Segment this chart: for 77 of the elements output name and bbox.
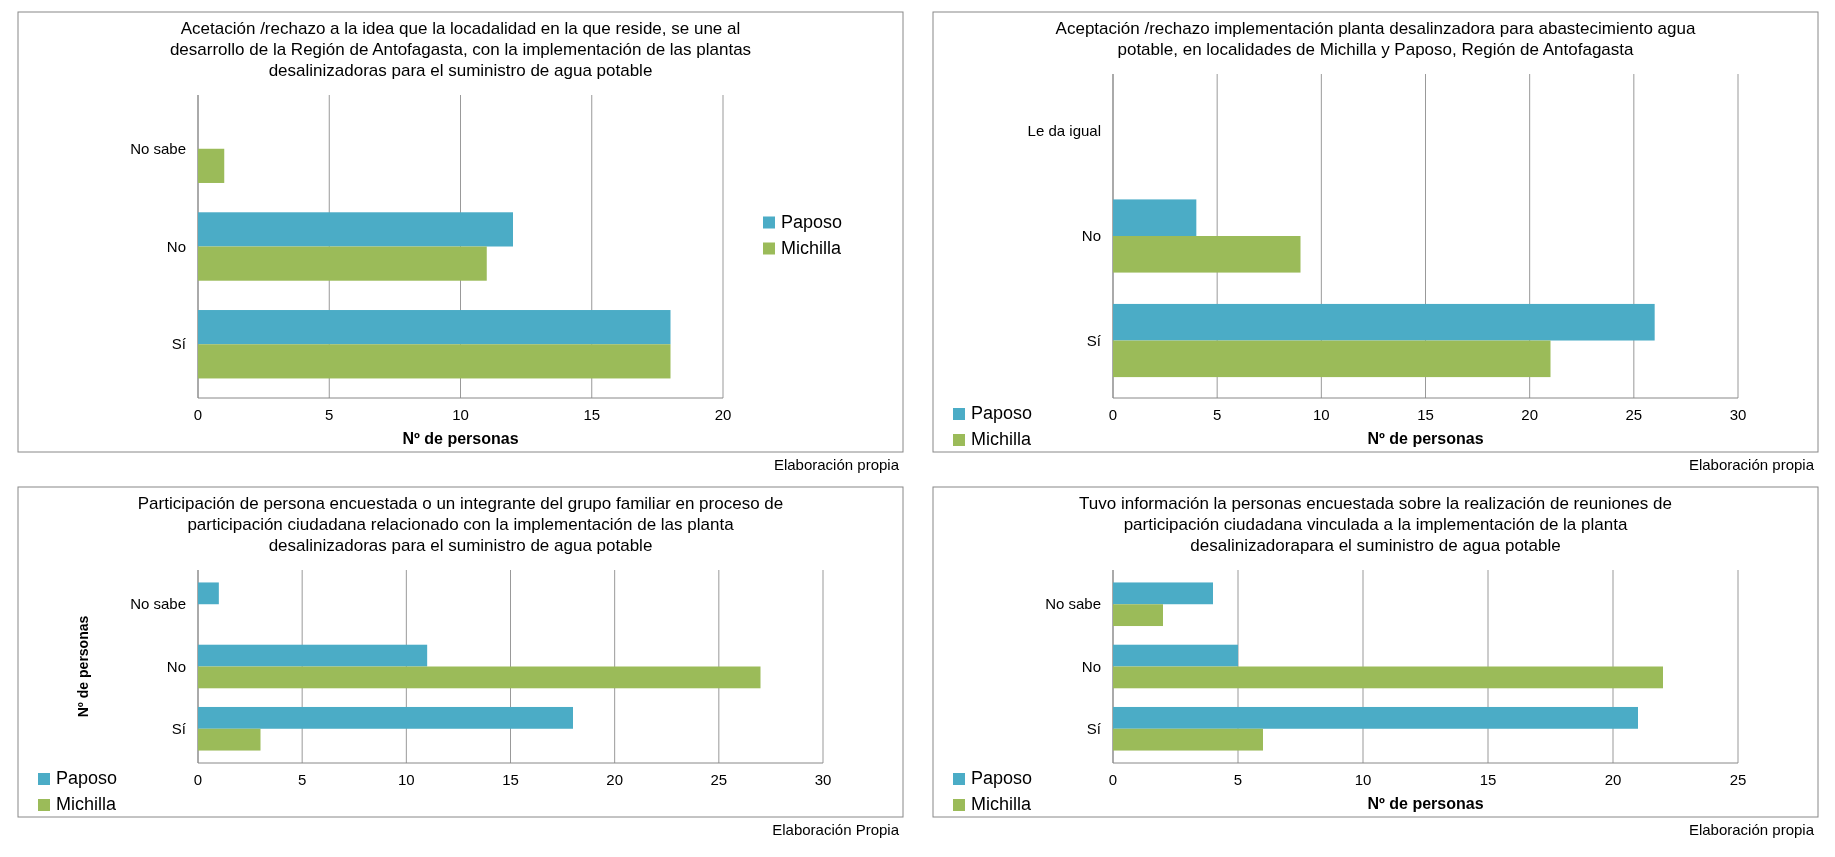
legend-label: Michilla (56, 794, 117, 814)
bar (1113, 303, 1655, 341)
text: Elaboración propia (773, 456, 900, 473)
x-tick-label: 25 (1729, 771, 1747, 788)
bar (1113, 706, 1638, 729)
y-tick-label: Sí (1086, 719, 1102, 737)
x-tick-label: 20 (1521, 406, 1539, 423)
x-tick-label: 25 (710, 771, 728, 788)
y-tick-label: Sí (1086, 331, 1102, 349)
x-tick-label: 30 (814, 771, 832, 788)
bar (198, 666, 761, 689)
x-tick-label: 20 (714, 406, 732, 423)
x-tick-label: 15 (1417, 406, 1434, 423)
legend-label: Paposo (781, 211, 843, 232)
chart-title: Tuvo información la personas encuestada sobre la realización de reuniones de participación ciudadana vinculada a la implementación de la planta desalinizadorapara el suministro de agua potable (1079, 494, 1672, 555)
text: Elaboración propia (1688, 821, 1815, 838)
x-tick-label: 20 (1604, 771, 1622, 788)
y-axis-title: Nº de personas (75, 615, 91, 718)
x-tick-label: 0 (1108, 771, 1118, 788)
y-tick-label: Sí (171, 335, 187, 353)
bar (198, 310, 671, 345)
bar (198, 582, 219, 605)
legend-label: Michilla (781, 237, 842, 258)
x-axis-title: Nº de personas (1367, 795, 1484, 812)
bar (198, 644, 428, 667)
x-tick-label: 25 (1625, 406, 1643, 423)
text: Elaboración propia (1688, 456, 1815, 473)
y-tick-label: No sabe (130, 139, 186, 157)
y-tick-label: Sí (171, 719, 187, 737)
chart-title: Aceptación /rechazo implementación planta desalinzadora para abastecimiento agua potable, en localidades de Michilla y Paposo, Región de Antofagasta (1055, 19, 1696, 59)
x-tick-label: 10 (1354, 771, 1372, 788)
legend-label: Paposo (56, 768, 118, 788)
x-tick-label: 20 (606, 771, 624, 788)
bar (1113, 582, 1213, 605)
x-tick-label: 0 (193, 406, 203, 423)
bar (1113, 666, 1663, 689)
bar (1113, 644, 1238, 667)
y-tick-label: No sabe (1045, 595, 1101, 613)
bar (198, 212, 513, 247)
bar (1113, 236, 1301, 273)
bar (198, 246, 487, 281)
bar (1113, 199, 1197, 236)
bar (1113, 340, 1551, 378)
legend-label: Michilla (971, 429, 1032, 449)
chart-title: Participación de persona encuestada o un integrante del grupo familiar en proceso de participación ciudadana relacionado con la implementación de las planta desalinizadoras para el suministro de agua potable (137, 494, 784, 555)
x-tick-label: 0 (193, 771, 203, 788)
y-tick-label: No sabe (130, 595, 186, 613)
y-tick-label: No (166, 237, 186, 255)
y-tick-label: Le da igual (1027, 122, 1101, 140)
text: Elaboración Propia (772, 821, 900, 838)
x-tick-label: 10 (397, 771, 415, 788)
x-tick-label: 15 (583, 406, 601, 423)
y-tick-label: No (1081, 227, 1101, 244)
x-tick-label: 10 (1312, 406, 1330, 423)
x-tick-label: 5 (1212, 406, 1222, 423)
bar (1113, 728, 1263, 751)
bar (198, 344, 671, 379)
bar (198, 148, 225, 183)
bar (1113, 604, 1163, 627)
x-tick-label: 0 (1108, 406, 1118, 423)
legend-label: Paposo (971, 768, 1033, 788)
x-axis-title: Nº de personas (402, 430, 519, 447)
y-tick-label: No (166, 657, 186, 675)
x-axis-title: Nº de personas (1367, 430, 1484, 447)
x-tick-label: 10 (452, 406, 469, 423)
x-tick-label: 15 (502, 771, 519, 788)
x-tick-label: 5 (297, 771, 307, 788)
x-tick-label: 30 (1729, 406, 1747, 423)
bar (198, 728, 261, 751)
x-tick-label: 5 (325, 406, 334, 423)
x-tick-label: 15 (1479, 771, 1497, 788)
legend-label: Michilla (971, 794, 1032, 814)
y-tick-label: No (1081, 657, 1101, 675)
bar (198, 706, 573, 729)
chart-title: Acetación /rechazo a la idea que la locadalidad en la que reside, se une al desarrollo de la Región de Antofagasta, con la implementación de las plantas desalinizadoras para el suministro de agua potable (169, 19, 752, 80)
legend-label: Paposo (971, 403, 1033, 423)
x-tick-label: 5 (1233, 771, 1243, 788)
